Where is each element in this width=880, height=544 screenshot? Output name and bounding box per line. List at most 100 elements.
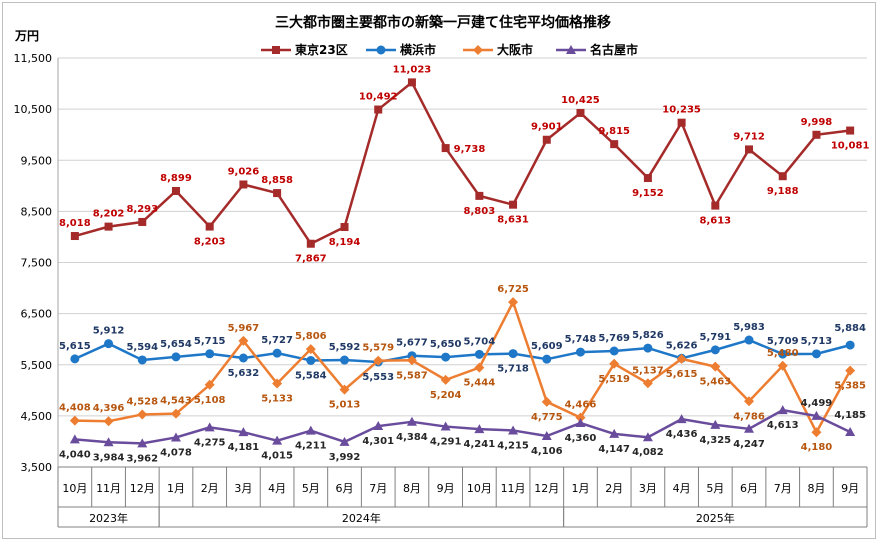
legend-label: 東京23区 [295, 42, 348, 57]
x-tick-label: 1月 [167, 482, 185, 495]
data-label: 4,241 [464, 439, 496, 450]
data-point-marker [373, 355, 384, 366]
series-line [74, 300, 852, 434]
series-line [74, 338, 851, 364]
data-point-marker [508, 297, 519, 308]
x-tick-label: 2月 [201, 482, 219, 495]
data-label: 4,181 [228, 442, 260, 453]
data-label: 4,082 [632, 447, 664, 458]
data-label: 5,444 [464, 378, 496, 389]
data-label: 4,613 [767, 420, 799, 431]
data-point-marker [474, 362, 485, 373]
data-point-marker [238, 353, 248, 363]
data-label: 5,594 [126, 342, 158, 353]
data-point-marker [566, 45, 576, 54]
data-label: 9,188 [767, 186, 799, 197]
data-label: 10,235 [662, 105, 701, 116]
x-tick-label: 7月 [369, 482, 387, 495]
data-label: 5,553 [362, 372, 394, 383]
data-label: 4,528 [126, 396, 158, 407]
data-point-marker [744, 335, 754, 345]
y-tick-label: 11,500 [14, 52, 53, 65]
data-point-marker [575, 347, 585, 357]
data-point-marker [744, 396, 755, 407]
data-label: 4,291 [430, 437, 462, 448]
data-point-marker [272, 435, 283, 445]
line-chart: 三大都市圏主要都市の新築一戸建て住宅平均価格推移 万円 東京23区 横浜市 大阪市 名… [14, 14, 869, 528]
data-label: 4,040 [59, 449, 91, 460]
data-point-marker [542, 354, 552, 364]
data-point-marker [103, 437, 114, 447]
data-point-marker [376, 45, 386, 55]
data-point-marker [711, 201, 720, 210]
x-tick-label: 4月 [673, 482, 691, 495]
data-label: 5,826 [632, 330, 664, 341]
x-tick-label: 9月 [437, 482, 455, 495]
data-point-marker [305, 425, 316, 435]
data-label: 4,775 [531, 412, 563, 423]
data-label: 4,247 [733, 439, 765, 450]
data-point-marker [541, 431, 552, 441]
data-point-marker [778, 172, 787, 181]
data-point-marker [70, 232, 79, 241]
data-point-marker [305, 344, 316, 355]
x-tick-label: 12月 [534, 482, 559, 495]
data-point-marker [610, 140, 619, 149]
data-point-marker [744, 423, 755, 433]
data-label: 3,984 [93, 452, 125, 463]
y-tick-label: 3,500 [21, 461, 53, 474]
data-point-marker [340, 223, 349, 232]
data-label: 5,769 [598, 333, 630, 344]
data-label: 4,466 [565, 400, 597, 411]
data-point-marker [642, 432, 653, 442]
series-大阪市 [69, 297, 856, 438]
x-tick-label: 9月 [841, 482, 859, 495]
y-tick-label: 9,500 [21, 154, 53, 167]
data-point-marker [171, 186, 180, 195]
data-label: 8,803 [464, 206, 496, 217]
data-label: 5,592 [329, 342, 361, 353]
data-point-marker [137, 355, 147, 365]
data-point-marker [104, 339, 114, 349]
data-label: 5,385 [834, 381, 866, 392]
y-tick-label: 8,500 [21, 205, 53, 218]
data-label: 10,492 [359, 92, 398, 103]
x-tick-label: 10月 [62, 482, 87, 495]
data-label: 9,998 [801, 117, 833, 128]
legend-item: 東京23区 [261, 42, 348, 57]
data-point-marker [475, 191, 484, 200]
data-label: 5,983 [733, 322, 765, 333]
data-label: 10,425 [561, 95, 600, 106]
x-tick-label: 10月 [467, 482, 492, 495]
data-point-marker [205, 222, 214, 231]
data-point-marker [204, 422, 215, 432]
data-point-marker [239, 180, 248, 189]
data-point-marker [103, 416, 114, 427]
data-point-marker [676, 414, 687, 424]
data-label: 5,715 [194, 336, 226, 347]
data-label: 5,967 [228, 323, 260, 334]
x-tick-label: 11月 [501, 482, 526, 495]
data-label: 5,718 [497, 364, 529, 375]
data-label: 4,275 [194, 437, 226, 448]
data-label: 5,677 [396, 338, 428, 349]
data-point-marker [676, 353, 687, 364]
data-label: 9,152 [632, 188, 664, 199]
y-tick-label: 6,500 [21, 308, 53, 321]
x-tick-label: 2月 [605, 482, 623, 495]
year-label: 2023年 [89, 511, 128, 525]
data-label: 5,615 [59, 341, 91, 352]
data-point-marker [710, 361, 721, 372]
data-label: 4,384 [396, 432, 428, 443]
legend-label: 大阪市 [497, 42, 533, 57]
data-label: 8,202 [93, 209, 125, 220]
series-横浜市 [70, 335, 855, 367]
data-point-marker [745, 145, 754, 154]
data-label: 5,704 [464, 336, 496, 347]
data-label: 5,137 [632, 365, 664, 376]
data-point-marker [204, 379, 215, 390]
data-point-marker [69, 434, 80, 444]
x-tick-label: 11月 [96, 482, 121, 495]
data-point-marker [273, 189, 282, 198]
